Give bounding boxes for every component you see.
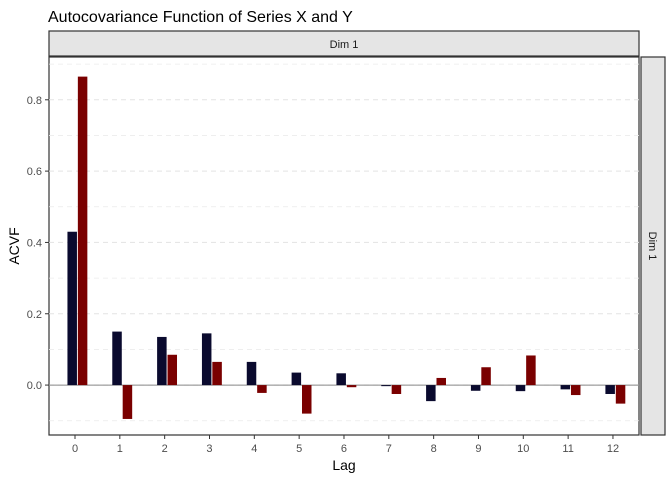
- bar-series2-lag-2: [167, 354, 178, 386]
- bar-series2-lag-8: [436, 377, 446, 386]
- bar-series2-lag-0: [77, 76, 88, 386]
- y-axis: 0.0 0.2 0.4 0.6 0.8: [27, 95, 49, 392]
- x-tick-label: 6: [341, 443, 347, 455]
- bar-series2-lag-3: [212, 361, 222, 386]
- bar-series1-lag-4: [246, 361, 257, 386]
- bars-layer: [67, 76, 626, 419]
- x-tick-label: 2: [162, 443, 168, 455]
- chart-title: Autocovariance Function of Series X and …: [48, 9, 353, 26]
- bar-series1-lag-8: [426, 385, 436, 402]
- bar-series1-lag-3: [201, 333, 212, 386]
- x-tick-label: 11: [562, 443, 573, 455]
- y-tick-label: 0.6: [27, 166, 42, 178]
- bar-series2-lag-11: [570, 385, 581, 396]
- x-tick-label: 0: [72, 443, 78, 455]
- x-tick-label: 8: [431, 443, 437, 455]
- bar-series2-lag-7: [391, 385, 402, 394]
- bar-series1-lag-10: [515, 385, 526, 392]
- y-tick-label: 0.8: [27, 95, 42, 107]
- facet-strip-top-label: Dim 1: [330, 39, 359, 51]
- bar-series1-lag-9: [470, 385, 481, 391]
- bar-series1-lag-12: [605, 385, 615, 394]
- x-axis-title: Lag: [332, 457, 355, 473]
- x-tick-label: 12: [607, 443, 619, 455]
- x-tick-label: 9: [475, 443, 481, 455]
- x-axis: 0 1 2 3 4 5 6 7 8 9 10 11 12: [72, 435, 619, 455]
- facet-strip-right: [640, 56, 666, 436]
- bar-series2-lag-5: [302, 385, 312, 414]
- facet-strip-top: [48, 30, 640, 57]
- plot-panel: [48, 56, 640, 436]
- y-tick-label: 0.4: [27, 237, 42, 249]
- bar-series2-lag-1: [122, 385, 133, 419]
- bar-series1-lag-7: [381, 385, 391, 387]
- bar-series2-lag-6: [346, 385, 357, 388]
- x-tick-label: 10: [517, 443, 529, 455]
- x-tick-label: 3: [206, 443, 212, 455]
- y-tick-label: 0.2: [27, 309, 42, 321]
- x-tick-label: 1: [117, 443, 123, 455]
- y-tick-label: 0.0: [27, 380, 42, 392]
- bar-series1-lag-0: [67, 231, 77, 386]
- x-tick-label: 7: [386, 443, 392, 455]
- x-tick-label: 4: [251, 443, 257, 455]
- bar-series1-lag-6: [336, 373, 346, 386]
- bar-series1-lag-1: [112, 331, 122, 386]
- bar-series2-lag-9: [481, 367, 491, 386]
- bar-series2-lag-10: [526, 355, 536, 386]
- x-tick-label: 5: [296, 443, 302, 455]
- bar-series2-lag-4: [257, 385, 267, 393]
- bar-series1-lag-11: [560, 385, 571, 390]
- y-axis-title: ACVF: [6, 227, 22, 264]
- bar-series1-lag-5: [291, 372, 302, 386]
- facet-strip-right-label: Dim 1: [646, 232, 658, 261]
- bar-series2-lag-12: [615, 385, 626, 404]
- bar-series1-lag-2: [157, 336, 167, 386]
